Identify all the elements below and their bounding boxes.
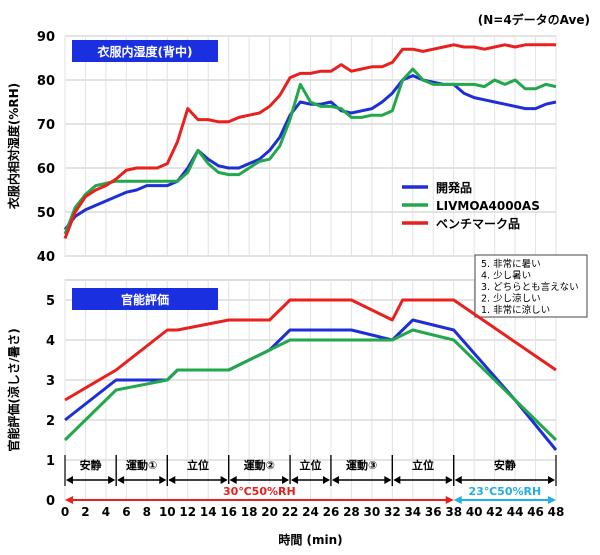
phase-arrow-head: [66, 476, 73, 484]
series-line: [63, 74, 557, 231]
x-axis-label: 時間 (min): [278, 532, 342, 547]
phase-label: 安静: [80, 458, 102, 472]
scale-legend-item: 3. どちらとも言えない: [481, 281, 579, 293]
condition-arrow-head: [453, 496, 462, 504]
x-tick-label: 34: [404, 505, 421, 519]
chart-title: 官能評価: [121, 292, 169, 307]
y-tick-label: 90: [37, 30, 55, 45]
scale-legend-item: 4. 少し暑い: [481, 271, 531, 282]
scale-legend-item: 2. 少し涼しい: [481, 293, 541, 305]
condition-label: 23℃50%RH: [469, 485, 542, 498]
x-tick-label: 38: [445, 505, 462, 519]
x-tick-label: 32: [384, 505, 401, 519]
x-tick-label: 18: [241, 505, 258, 519]
x-tick-label: 48: [548, 505, 565, 519]
phase-arrow-head: [384, 476, 392, 484]
phase-label: 安静: [494, 458, 516, 472]
x-tick-label: 8: [143, 505, 151, 519]
legend-label: LIVMOA4000AS: [436, 199, 540, 213]
scale-legend-item: 5. 非常に暑い: [481, 258, 541, 270]
y-tick-label: 50: [37, 206, 55, 221]
x-tick-label: 14: [200, 505, 217, 519]
phase-arrow-head: [322, 476, 330, 484]
legend-label: ベンチマーク品: [436, 217, 520, 231]
condition-arrow-head: [65, 496, 73, 504]
phase-arrow-head: [548, 476, 555, 484]
phase-arrow-head: [168, 476, 176, 484]
y-tick-label: 5: [46, 294, 55, 309]
scale-legend-box: [474, 254, 588, 318]
phase-label: 立位: [412, 458, 434, 472]
phase-arrow-head: [331, 476, 339, 484]
x-tick-label: 40: [466, 505, 483, 519]
phase-label: 立位: [187, 458, 209, 472]
phase-label: 運動②: [244, 458, 275, 472]
x-tick-label: 46: [527, 505, 544, 519]
phase-arrow-head: [220, 476, 228, 484]
x-tick-label: 26: [323, 505, 340, 519]
y-tick-label: 80: [37, 74, 55, 89]
chart-title-box: [72, 288, 218, 310]
phase-arrow-head: [291, 476, 299, 484]
x-tick-label: 44: [507, 505, 524, 519]
x-tick-label: 2: [81, 505, 89, 519]
condition-arrow-head: [548, 496, 556, 504]
phase-arrow-head: [117, 476, 125, 484]
x-tick-label: 24: [302, 505, 319, 519]
y-tick-label: 3: [46, 374, 55, 389]
y-axis-label: 衣服内相対湿度(%RH): [6, 83, 21, 209]
y-tick-label: 2: [46, 414, 55, 429]
x-tick-label: 42: [486, 505, 503, 519]
phase-label: 立位: [300, 458, 322, 472]
phase-arrow-head: [282, 476, 290, 484]
series-line: [64, 298, 557, 402]
x-tick-label: 12: [179, 505, 196, 519]
phase-arrow-head: [229, 476, 237, 484]
y-axis-label: 官能評価(涼しさ/暑さ): [6, 328, 21, 451]
phase-arrow-head: [393, 476, 401, 484]
y-tick-label: 60: [37, 162, 55, 177]
x-tick-label: 16: [220, 505, 237, 519]
x-tick-label: 30: [364, 505, 381, 519]
series-line: [63, 43, 556, 239]
x-tick-label: 0: [61, 505, 69, 519]
condition-label-bg: [466, 484, 543, 498]
x-tick-label: 36: [425, 505, 442, 519]
y-tick-label: 1: [46, 454, 55, 469]
y-tick-label: 70: [37, 118, 55, 133]
x-tick-label: 28: [343, 505, 360, 519]
phase-label: 運動①: [126, 458, 157, 472]
phase-arrow-head: [454, 476, 462, 484]
series-line: [63, 67, 557, 235]
phase-label: 運動③: [346, 458, 377, 472]
x-tick-label: 20: [261, 505, 278, 519]
phase-arrow-head: [159, 476, 167, 484]
y-tick-label: 40: [37, 250, 55, 265]
x-tick-label: 6: [122, 505, 130, 519]
sample-note: (N=4データのAve): [478, 12, 590, 27]
y-tick-label: 4: [46, 334, 55, 349]
condition-label: 30℃50%RH: [223, 485, 296, 498]
chart-title: 衣服内湿度(背中): [98, 44, 193, 59]
scale-legend-item: 1. 非常に涼しい: [481, 304, 550, 316]
x-tick-label: 4: [102, 505, 110, 519]
x-tick-label: 10: [159, 505, 176, 519]
phase-arrow-head: [445, 476, 453, 484]
condition-arrow-head: [445, 496, 454, 504]
phase-arrow-head: [108, 476, 116, 484]
x-tick-label: 22: [282, 505, 299, 519]
legend-label: 開発品: [436, 180, 472, 195]
y-tick-label: 0: [46, 494, 55, 509]
condition-label-bg: [221, 484, 298, 498]
series-line: [63, 328, 558, 442]
chart-title-box: [72, 40, 218, 62]
